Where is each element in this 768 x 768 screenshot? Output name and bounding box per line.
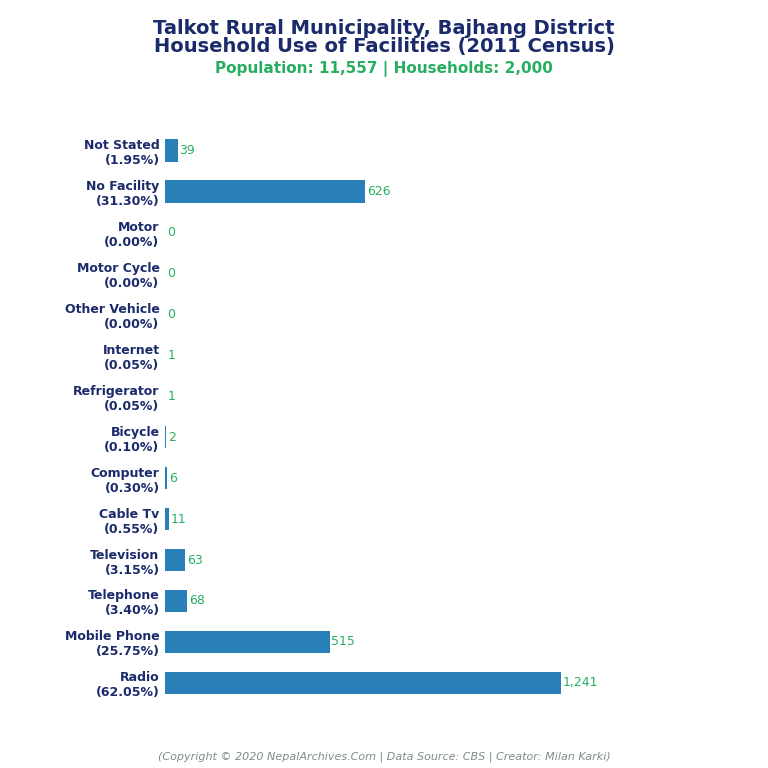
Text: 1,241: 1,241 [563, 677, 599, 690]
Bar [165, 139, 177, 161]
Text: 0: 0 [167, 226, 175, 239]
Text: 0: 0 [167, 266, 175, 280]
Bar [165, 508, 169, 531]
Bar [165, 467, 167, 489]
Text: Population: 11,557 | Households: 2,000: Population: 11,557 | Households: 2,000 [215, 61, 553, 78]
Text: Household Use of Facilities (2011 Census): Household Use of Facilities (2011 Census… [154, 37, 614, 56]
Text: 11: 11 [170, 512, 187, 525]
Text: 0: 0 [167, 308, 175, 321]
Text: (Copyright © 2020 NepalArchives.Com | Data Source: CBS | Creator: Milan Karki): (Copyright © 2020 NepalArchives.Com | Da… [157, 751, 611, 762]
Text: Talkot Rural Municipality, Bajhang District: Talkot Rural Municipality, Bajhang Distr… [154, 19, 614, 38]
Bar [165, 672, 561, 694]
Bar [165, 180, 365, 203]
Bar [165, 631, 329, 654]
Text: 63: 63 [187, 554, 203, 567]
Text: 6: 6 [169, 472, 177, 485]
Text: 1: 1 [167, 349, 175, 362]
Text: 39: 39 [180, 144, 195, 157]
Text: 515: 515 [332, 635, 356, 648]
Text: 2: 2 [167, 431, 176, 444]
Text: 626: 626 [367, 185, 390, 198]
Bar [165, 549, 185, 571]
Bar [165, 590, 187, 612]
Text: 68: 68 [189, 594, 204, 607]
Text: 1: 1 [167, 389, 175, 402]
